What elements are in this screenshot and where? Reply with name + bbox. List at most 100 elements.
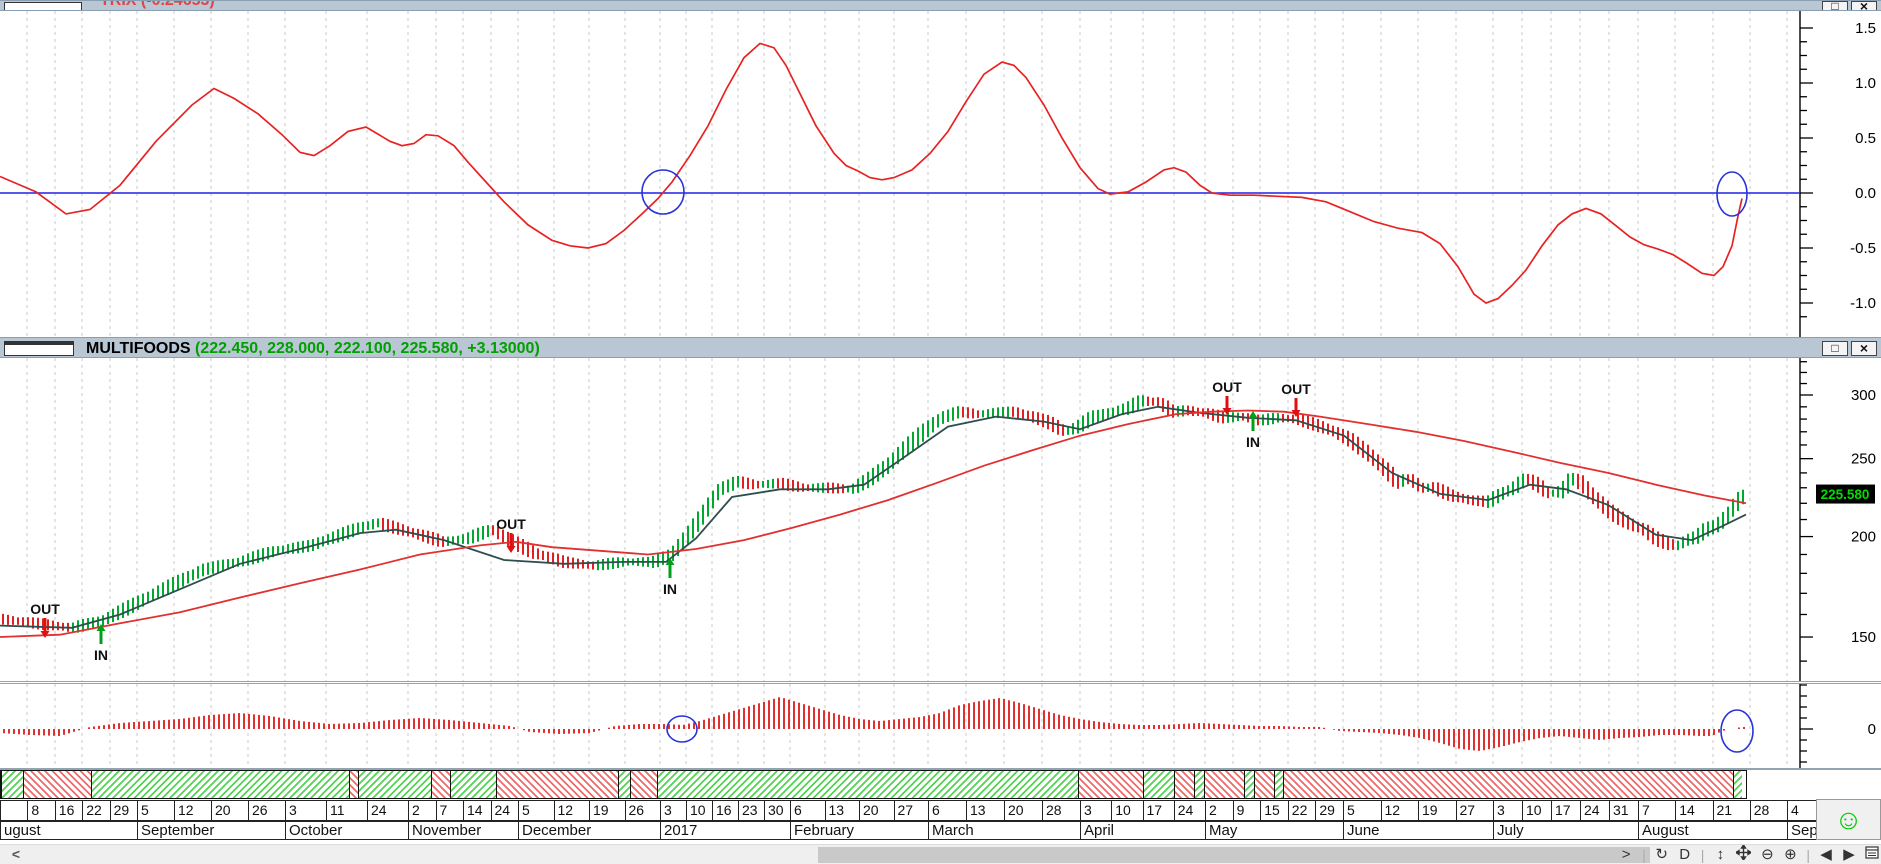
candle [347,525,349,540]
candle [927,420,929,438]
hist-bar [1453,729,1455,748]
axis-label: 250 [1851,451,1876,468]
candle [132,597,134,613]
scroll-right-button[interactable]: > [1621,846,1631,863]
candle [1727,506,1729,524]
hist-bar [663,724,665,729]
scrollbar-thumb[interactable] [818,847,1650,863]
pane-divider[interactable] [0,768,1881,770]
candle [1647,524,1649,541]
candle [1707,521,1709,537]
hist-bar [1093,721,1095,729]
candle [47,619,49,631]
month-cell: November [408,821,519,840]
hist-bar [348,723,350,729]
hist-bar [148,721,150,729]
candle [372,519,374,530]
window-restore-icon[interactable] [4,341,74,356]
signal-label: OUT [30,601,60,617]
week-cell: 28 [1042,800,1081,821]
candle [382,517,384,531]
next-chart-icon[interactable]: ▶ [1843,846,1855,863]
previous-chart-icon[interactable]: ◀ [1820,846,1832,863]
candle [287,544,289,554]
hist-bar [1513,729,1515,744]
hist-bar [1503,729,1505,746]
week-cell: 2 [408,800,437,821]
candle [587,561,589,569]
hist-bar [358,723,360,729]
candle [1232,412,1234,423]
hist-bar [43,729,45,736]
week-cell: 6 [790,800,826,821]
pan-icon-glyph [1735,843,1753,862]
scroll-left-button[interactable]: < [11,846,21,862]
candle [472,529,474,544]
close-button[interactable]: × [1851,1,1877,10]
hist-bar [468,721,470,729]
hist-bar [843,715,845,729]
hist-bar [413,718,415,729]
hist-bar [398,719,400,729]
hist-bar [1288,726,1290,729]
last-price-text: 225.580 [1821,487,1870,502]
week-cell: 13 [824,800,860,821]
hist-bar [153,720,155,729]
window-restore-icon[interactable] [4,2,82,10]
zoom-in-icon[interactable]: ⊕ [1784,846,1797,863]
hist-bar [73,729,75,732]
hist-bar [1423,729,1425,739]
pan-icon[interactable] [1735,843,1753,864]
hist-bar [1373,729,1375,733]
pane-divider[interactable] [0,681,1881,684]
candle [1487,495,1489,509]
candle [862,475,864,491]
week-cell: 17 [1142,800,1175,821]
vertical-scale-icon[interactable]: ↕ [1716,846,1725,863]
candle [1462,493,1464,503]
candle [1092,410,1094,425]
week-cell: 19 [1418,800,1457,821]
refresh-icon[interactable]: ↻ [1655,846,1668,863]
maximize-button[interactable]: □ [1822,1,1848,10]
candle [1717,516,1719,533]
candle [12,616,14,625]
hist-bar [1173,724,1175,729]
candle [1087,412,1089,429]
week-cell: 16 [54,800,84,821]
candle [97,616,99,628]
hist-bar [1198,723,1200,729]
candle [157,585,159,600]
ribbon-bullish-segment [618,771,630,798]
hist-bar [1428,729,1430,741]
candle [217,560,219,573]
hist-bar [778,697,780,729]
maximize-button[interactable]: □ [1822,341,1848,356]
layout-icon[interactable] [1865,846,1879,864]
candle [802,483,804,492]
hist-bar [208,715,210,729]
zoom-out-icon[interactable]: ⊖ [1761,846,1774,863]
candle [327,534,329,545]
hist-bar [993,698,995,729]
candle [807,484,809,492]
candle [232,558,234,568]
candle [222,559,224,572]
candle [1162,398,1164,412]
week-cell: 11 [326,800,368,821]
close-button[interactable]: × [1851,341,1877,356]
data-window-icon[interactable]: D [1679,846,1691,863]
hist-bar [1213,723,1215,729]
hist-bar [1413,729,1415,738]
expert-advisor-corner[interactable]: ☺ [1816,799,1881,840]
hist-bar [428,718,430,729]
trix-line [0,42,1743,304]
hist-bar [168,719,170,729]
hist-bar [1388,729,1390,734]
candle [402,524,404,536]
week-cell: 26 [624,800,661,821]
hist-bar [1668,729,1670,735]
hist-bar [1188,723,1190,729]
signal-arrow-head [665,558,675,565]
month-cell: April [1080,821,1206,840]
